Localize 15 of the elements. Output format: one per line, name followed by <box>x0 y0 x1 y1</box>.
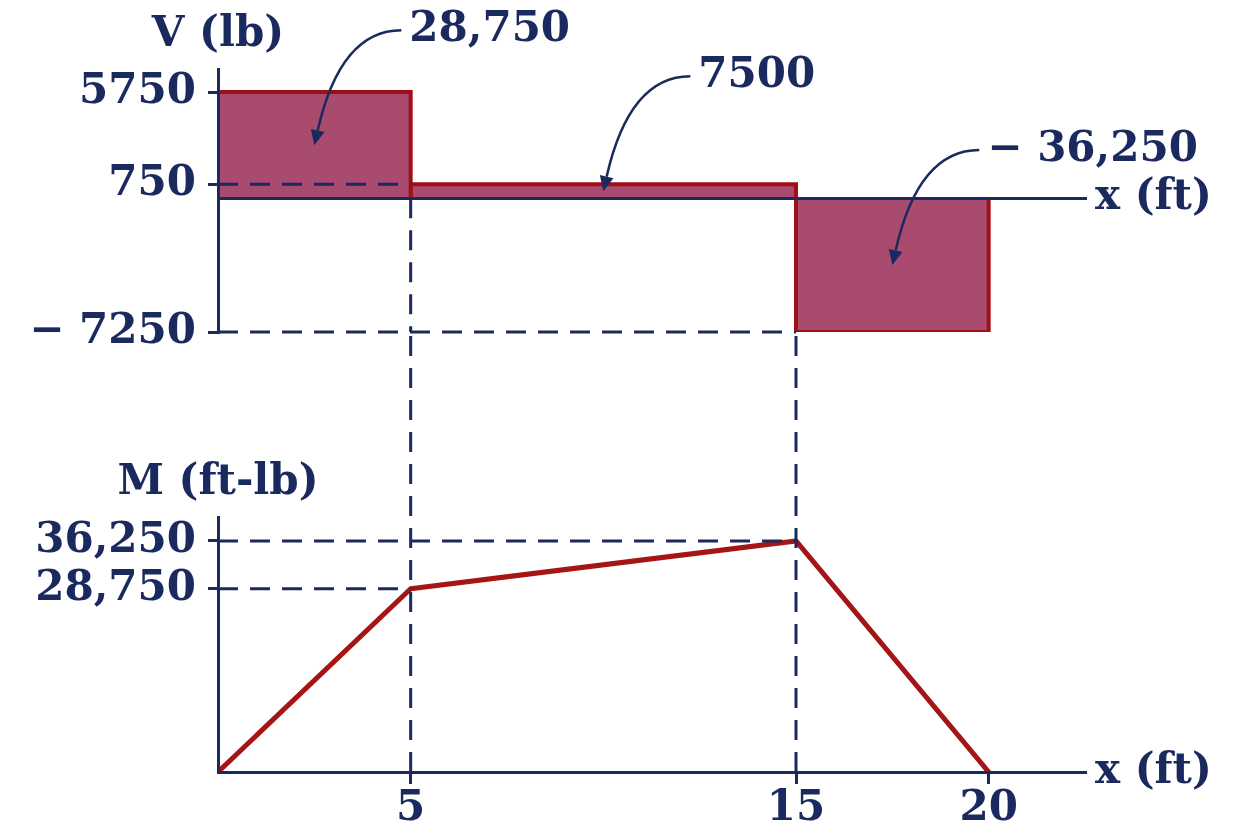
y-axis-title: M (ft-lb) <box>117 454 319 504</box>
y-tick-label: 750 <box>108 156 196 206</box>
y-axis-title: V (lb) <box>150 6 285 56</box>
y-tick-label: 5750 <box>79 63 196 113</box>
x-axis-title: x (ft) <box>1095 170 1212 220</box>
annotation: 7500 <box>698 48 816 98</box>
y-tick-label: − 7250 <box>29 303 196 353</box>
x-tick-label: 20 <box>959 781 1018 826</box>
text: 28,750 <box>409 2 571 52</box>
y-tick-label: 28,750 <box>35 560 196 610</box>
y-tick-label: 36,250 <box>35 512 196 562</box>
annotation: − 36,250 <box>987 122 1198 171</box>
x-tick-label: 15 <box>766 781 826 826</box>
x-axis-title: x (ft) <box>1095 743 1212 793</box>
x-tick-label: 5 <box>396 781 426 826</box>
